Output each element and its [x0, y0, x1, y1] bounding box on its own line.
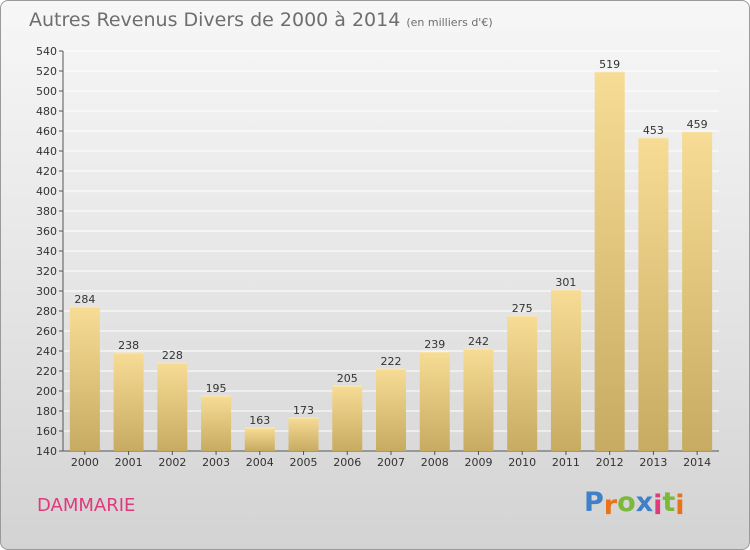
y-tick-label: 460 — [36, 125, 57, 138]
x-tick-label: 2008 — [421, 456, 449, 469]
logo-letter: i — [675, 490, 685, 521]
bar-value-label: 301 — [555, 276, 576, 289]
x-tick-label: 2000 — [71, 456, 99, 469]
y-tick-label: 540 — [36, 45, 57, 58]
bar-value-label: 519 — [599, 58, 620, 71]
y-tick-label: 140 — [36, 445, 57, 458]
x-tick-label: 2002 — [158, 456, 186, 469]
y-tick-label: 520 — [36, 65, 57, 78]
logo-letter: r — [603, 490, 618, 521]
y-tick-label: 260 — [36, 325, 57, 338]
bar — [507, 316, 538, 451]
x-tick-label: 2012 — [596, 456, 624, 469]
y-tick-label: 200 — [36, 385, 57, 398]
x-tick-label: 2006 — [333, 456, 361, 469]
x-tick-label: 2009 — [464, 456, 492, 469]
bar — [201, 396, 232, 451]
bar-value-label: 195 — [206, 382, 227, 395]
y-tick-label: 500 — [36, 85, 57, 98]
logo-letter: t — [662, 487, 676, 518]
y-tick-label: 280 — [36, 305, 57, 318]
bar — [682, 132, 713, 451]
bar — [376, 369, 406, 451]
bar — [288, 418, 319, 451]
chart-title: Autres Revenus Divers de 2000 à 2014 (en … — [29, 9, 493, 31]
y-tick-label: 420 — [36, 165, 57, 178]
chart-title-main: Autres Revenus Divers de 2000 à 2014 — [29, 9, 401, 31]
bar — [332, 386, 363, 451]
x-tick-label: 2003 — [202, 456, 230, 469]
y-tick-label: 320 — [36, 265, 57, 278]
y-tick-label: 180 — [36, 405, 57, 418]
bar-value-label: 284 — [74, 293, 95, 306]
logo-letter: i — [653, 490, 663, 521]
commune-name: DAMMARIE — [37, 495, 136, 516]
bar-value-label: 205 — [337, 372, 358, 385]
bar-value-label: 459 — [687, 118, 708, 131]
bar — [594, 72, 625, 451]
x-tick-label: 2010 — [508, 456, 536, 469]
bar-value-label: 222 — [381, 355, 402, 368]
y-tick-label: 220 — [36, 365, 57, 378]
x-tick-label: 2013 — [639, 456, 667, 469]
bar — [69, 307, 100, 451]
bar-value-label: 238 — [118, 339, 139, 352]
bar — [638, 138, 669, 451]
bar — [463, 349, 494, 451]
logo-letter: o — [617, 487, 636, 518]
y-tick-label: 360 — [36, 225, 57, 238]
y-tick-label: 240 — [36, 345, 57, 358]
y-tick-label: 160 — [36, 425, 57, 438]
x-tick-label: 2011 — [552, 456, 580, 469]
bar-value-label: 173 — [293, 404, 314, 417]
logo-letter: P — [584, 487, 604, 518]
chart-title-unit: (en milliers d'€) — [406, 16, 493, 29]
bar-value-label: 228 — [162, 349, 183, 362]
y-tick-label: 300 — [36, 285, 57, 298]
y-tick-label: 400 — [36, 185, 57, 198]
y-tick-label: 380 — [36, 205, 57, 218]
bar — [244, 428, 275, 451]
logo-letter: x — [635, 487, 654, 518]
x-tick-label: 2005 — [290, 456, 318, 469]
bar — [157, 363, 188, 451]
bar-value-label: 275 — [512, 302, 533, 315]
bar-value-label: 239 — [424, 338, 445, 351]
bar-value-label: 163 — [249, 414, 270, 427]
bar — [419, 352, 450, 451]
x-tick-label: 2001 — [115, 456, 143, 469]
x-tick-label: 2014 — [683, 456, 711, 469]
y-tick-label: 440 — [36, 145, 57, 158]
x-tick-label: 2004 — [246, 456, 274, 469]
proxiti-logo: Proxiti — [584, 487, 685, 521]
x-tick-label: 2007 — [377, 456, 405, 469]
bar — [550, 290, 581, 451]
bar-value-label: 453 — [643, 124, 664, 137]
y-tick-label: 480 — [36, 105, 57, 118]
bar — [113, 353, 144, 451]
y-tick-label: 340 — [36, 245, 57, 258]
bar-value-label: 242 — [468, 335, 489, 348]
